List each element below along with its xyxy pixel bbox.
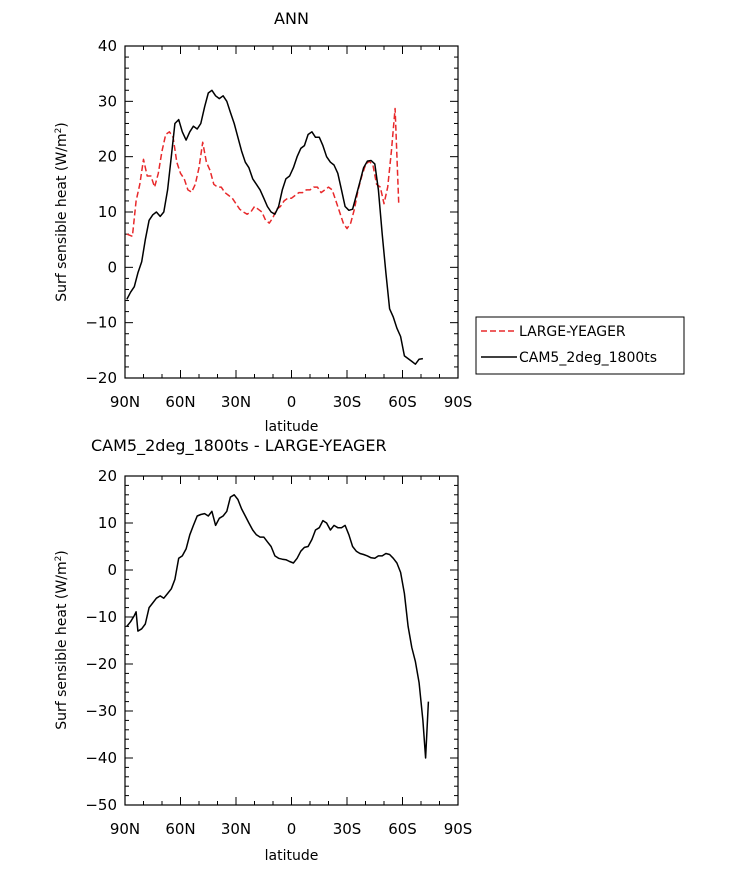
bottom-chart-y-tick-label: −20 — [85, 655, 117, 673]
legend-label-large-yeager: LARGE-YEAGER — [519, 324, 626, 340]
bottom-chart-y-tick-label: 20 — [98, 467, 117, 485]
top-chart-x-tick-label: 30N — [221, 393, 251, 411]
top-chart-y-tick-label: 40 — [98, 37, 117, 55]
bottom-chart-y-axis-label: Surf sensible heat (W/m2) — [54, 550, 70, 730]
top-chart-x-tick-label: 30S — [333, 393, 362, 411]
top-chart-x-tick-label: 0 — [287, 393, 297, 411]
top-chart-series-line-0 — [126, 107, 400, 238]
top-chart-x-tick-label: 60N — [165, 393, 195, 411]
top-chart-y-tick-label: −20 — [85, 369, 117, 387]
bottom-chart-plot-frame — [124, 475, 459, 806]
bottom-chart-x-tick-label: 60N — [165, 820, 195, 838]
top-chart-series-lines — [126, 89, 424, 365]
top-chart-plot-frame — [124, 45, 459, 379]
top-chart-x-tick-label: 90S — [444, 393, 473, 411]
legend: LARGE-YEAGER CAM5_2deg_1800ts — [475, 316, 685, 375]
bottom-chart-x-tick-label: 90S — [444, 820, 473, 838]
top-chart-y-tick-label: 10 — [98, 203, 117, 221]
bottom-chart-y-tick-label: 0 — [107, 561, 117, 579]
bottom-chart-y-tick-label: 10 — [98, 514, 117, 532]
top-chart-title: ANN — [274, 9, 309, 28]
top-chart-y-axis-label-main: Surf sensible heat (W/m — [54, 133, 70, 301]
top-chart-y-tick-labels: −20 −10 0 10 20 30 40 — [85, 37, 117, 387]
bottom-chart-x-tick-label: 90N — [110, 820, 140, 838]
legend-box — [475, 316, 685, 375]
legend-label-cam5: CAM5_2deg_1800ts — [519, 350, 657, 366]
bottom-chart: CAM5_2deg_1800ts - LARGE-YEAGER −50 −40 −3… — [54, 436, 472, 864]
bottom-chart-series-line-0 — [126, 494, 430, 759]
bottom-chart-y-axis-label-end: ) — [54, 550, 70, 555]
top-chart-y-tick-label: 30 — [98, 92, 117, 110]
bottom-chart-title: CAM5_2deg_1800ts - LARGE-YEAGER — [91, 436, 387, 456]
top-chart-x-tick-label: 90N — [110, 393, 140, 411]
bottom-chart-x-axis-label: latitude — [265, 848, 319, 864]
bottom-chart-y-tick-label: −50 — [85, 796, 117, 814]
bottom-chart-y-axis-label-main: Surf sensible heat (W/m — [54, 561, 70, 729]
top-chart-x-tick-labels: 90N 60N 30N 0 30S 60S 90S — [110, 393, 472, 411]
top-chart-y-tick-label: −10 — [85, 314, 117, 332]
top-chart-y-tick-label: 20 — [98, 148, 117, 166]
bottom-chart-y-axis-label-sup: 2 — [54, 556, 64, 562]
top-chart-y-axis-label-sup: 2 — [54, 128, 64, 134]
bottom-chart-x-tick-label: 30S — [333, 820, 362, 838]
bottom-chart-y-tick-label: −10 — [85, 608, 117, 626]
bottom-chart-series-lines — [126, 494, 430, 759]
top-chart-x-axis-label: latitude — [265, 419, 319, 435]
bottom-chart-x-tick-labels: 90N 60N 30N 0 30S 60S 90S — [110, 820, 472, 838]
top-chart-y-axis-label: Surf sensible heat (W/m2) — [54, 122, 70, 302]
bottom-chart-x-tick-label: 60S — [388, 820, 417, 838]
top-chart-x-tick-label: 60S — [388, 393, 417, 411]
bottom-chart-y-tick-labels: −50 −40 −30 −20 −10 0 10 20 — [85, 467, 117, 814]
bottom-chart-x-tick-label: 0 — [287, 820, 297, 838]
bottom-chart-y-tick-label: −40 — [85, 749, 117, 767]
bottom-chart-y-tick-label: −30 — [85, 702, 117, 720]
bottom-chart-ticks — [124, 475, 459, 806]
top-chart-ticks — [124, 45, 459, 379]
top-chart-series-line-1 — [126, 89, 424, 365]
bottom-chart-x-tick-label: 30N — [221, 820, 251, 838]
top-chart-y-tick-label: 0 — [107, 258, 117, 276]
top-chart-y-axis-label-end: ) — [54, 122, 70, 127]
